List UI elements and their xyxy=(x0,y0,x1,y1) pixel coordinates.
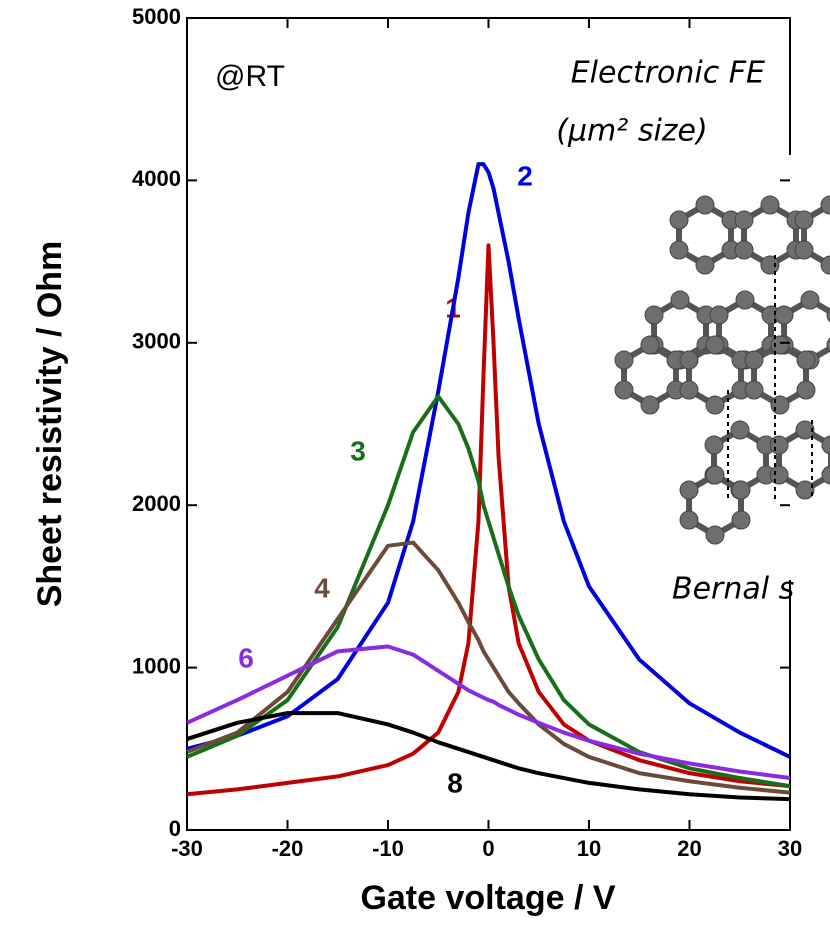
atom xyxy=(797,351,815,369)
y-axis-label: Sheet resistivity / Ohm xyxy=(31,241,69,608)
atom xyxy=(735,241,753,259)
annotation: Electronic FE xyxy=(571,56,765,91)
inset xyxy=(610,155,830,580)
x-tick-label: -20 xyxy=(272,836,304,861)
atom xyxy=(680,511,698,529)
atom xyxy=(696,256,714,274)
x-tick-label: 20 xyxy=(677,836,701,861)
atom xyxy=(732,511,750,529)
series-label: 4 xyxy=(314,572,330,603)
series-label: 3 xyxy=(350,435,366,466)
atom xyxy=(705,436,723,454)
atom xyxy=(775,306,793,324)
y-tick-label: 5000 xyxy=(132,4,181,29)
atom xyxy=(795,211,813,229)
atom xyxy=(670,241,688,259)
x-tick-label: 0 xyxy=(482,836,494,861)
atom xyxy=(797,381,815,399)
atom xyxy=(641,396,659,414)
atom xyxy=(736,291,754,309)
series-label: 2 xyxy=(517,160,533,191)
atom xyxy=(771,336,789,354)
atom xyxy=(770,436,788,454)
atom xyxy=(645,306,663,324)
annotation: (μm² size) xyxy=(556,114,707,149)
atom xyxy=(680,481,698,499)
chart: Gate voltage / V Sheet resistivity / Ohm… xyxy=(0,0,830,934)
atom xyxy=(801,291,819,309)
x-tick-label: 10 xyxy=(577,836,601,861)
atom xyxy=(615,381,633,399)
x-tick-label: -10 xyxy=(372,836,404,861)
atom xyxy=(732,481,750,499)
atom xyxy=(796,481,814,499)
x-tick-label: 30 xyxy=(778,836,802,861)
atom xyxy=(706,336,724,354)
atom xyxy=(706,526,724,544)
atom xyxy=(770,466,788,484)
atom xyxy=(680,381,698,399)
atom xyxy=(745,381,763,399)
atom xyxy=(680,351,698,369)
data-line xyxy=(187,713,790,799)
series-label: 8 xyxy=(447,767,463,798)
annotation: Bernal s xyxy=(672,572,794,607)
atom xyxy=(706,396,724,414)
atom xyxy=(795,241,813,259)
atom xyxy=(745,351,763,369)
annotation: @RT xyxy=(215,60,285,93)
atom xyxy=(641,336,659,354)
atom xyxy=(670,211,688,229)
y-tick-label: 3000 xyxy=(132,329,181,354)
y-tick-label: 1000 xyxy=(132,653,181,678)
x-tick-label: -30 xyxy=(171,836,203,861)
y-tick-label: 4000 xyxy=(132,166,181,191)
atom xyxy=(696,196,714,214)
atom xyxy=(735,211,753,229)
atom xyxy=(671,291,689,309)
atom xyxy=(615,351,633,369)
atom xyxy=(761,196,779,214)
atom xyxy=(706,466,724,484)
x-axis-label: Gate voltage / V xyxy=(360,879,615,917)
atom xyxy=(761,256,779,274)
y-tick-label: 2000 xyxy=(132,491,181,516)
series-label: 6 xyxy=(238,642,254,673)
atom xyxy=(771,396,789,414)
atom xyxy=(710,306,728,324)
atom xyxy=(731,421,749,439)
